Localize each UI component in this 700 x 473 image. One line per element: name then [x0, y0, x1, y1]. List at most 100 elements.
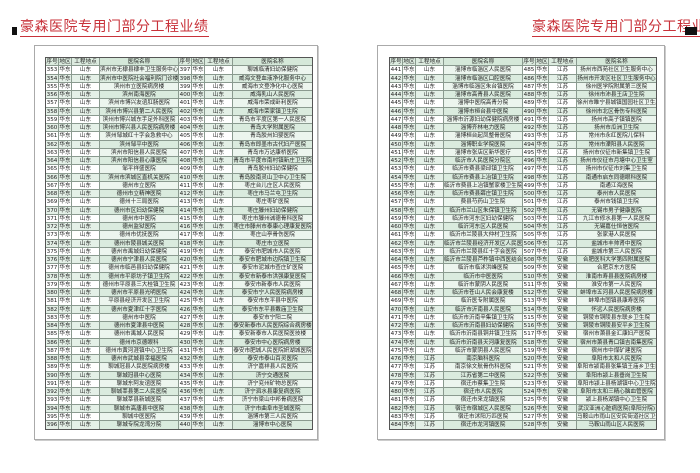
table-row: 366 华东 山东 滨州市滨城区直机关医院 [46, 173, 179, 182]
cell-hospital-name: 淄博市沂源妇幼保健院病房楼 [444, 115, 523, 123]
cell-site: 山东 [416, 297, 444, 305]
cell-seq: 416 [179, 223, 192, 231]
cell-seq: 418 [179, 239, 192, 247]
cell-hospital-name: 青岛大学附属医院 [233, 124, 312, 132]
table-row: 387 华东 山东 德州市黄河涯镇中心卫生院 [46, 346, 179, 355]
cell-hospital-name: 德州市平原县三大桂镇卫生院 [100, 280, 179, 288]
cell-region: 华东 [403, 247, 416, 255]
cell-region: 华东 [192, 91, 205, 99]
cell-site: 山东 [205, 99, 233, 107]
cell-hospital-name: 聊城冠县人民医院病房楼 [100, 363, 179, 371]
cell-site: 山东 [416, 305, 444, 313]
cell-hospital-name: 威海市荣成卧利医院 [233, 99, 312, 107]
cell-site: 山东 [205, 223, 233, 231]
table-row: 462 华东 山东 临沂市兰陵县经济开发区人民医院 [390, 239, 523, 248]
header-site: 工程地点 [549, 58, 577, 66]
cell-hospital-name: 枣庄市滕州诚德骨科医院 [233, 214, 312, 222]
table-row: 420 华东 山东 泰安市肥城市边院镇卫生院 [179, 256, 312, 265]
table-row: 377 华东 山东 德州市临邑县妇幼保健院 [46, 264, 179, 273]
cell-region: 华东 [403, 363, 416, 371]
cell-region: 华东 [59, 165, 72, 173]
cell-site: 山东 [72, 371, 100, 379]
cell-hospital-name: 泰安市肥城市人民医院 [233, 247, 312, 255]
cell-hospital-name: 济宁市曲阜市圣城医院 [233, 404, 312, 412]
cell-hospital-name: 宿迁市龙河镇医院 [444, 421, 523, 430]
cell-region: 华东 [536, 264, 549, 272]
cell-region: 华东 [192, 264, 205, 272]
cell-hospital-name: 武汉亚洲心脏病医院(阜阳分院) [577, 404, 656, 412]
table-row: 380 华东 山东 德州市平原县光明医院 [46, 289, 179, 298]
cell-hospital-name: 聊城中医医院 [100, 412, 179, 420]
cell-seq: 519 [523, 346, 536, 354]
table-row: 429 华东 山东 泰安新泰市人民医院医技楼 [179, 330, 312, 339]
cell-seq: 390 [46, 371, 59, 379]
cell-region: 华东 [59, 91, 72, 99]
cell-hospital-name: 临沂市费县上冶镇卫生院 [444, 173, 523, 181]
cell-region: 华东 [536, 404, 549, 412]
cell-site: 山东 [205, 157, 233, 165]
cell-site: 安徽 [549, 371, 577, 379]
cell-site: 山东 [205, 404, 233, 412]
cell-seq: 399 [179, 82, 192, 90]
cell-site: 山东 [416, 66, 444, 74]
cell-seq: 414 [179, 206, 192, 214]
cell-region: 华东 [192, 82, 205, 90]
cell-hospital-name: 德州市中医院 [100, 313, 179, 321]
table-row: 449 华东 山东 淄博桓台起凤整骨医院 [390, 132, 523, 141]
cell-site: 山东 [72, 355, 100, 363]
cell-hospital-name: 颍上县杨湖镇中心卫生院 [577, 396, 656, 404]
cell-region: 华东 [192, 140, 205, 148]
cell-seq: 431 [179, 346, 192, 354]
table-right: 序号 地区 工程地点 医院名称 441 华东 山东 淄博市临淄区人民医院 442 华东 山东 淄博市临… [389, 57, 657, 431]
header-hospital-name: 医院名称 [444, 58, 523, 66]
cell-seq: 427 [179, 313, 192, 321]
cell-region: 华东 [192, 256, 205, 264]
cell-region: 华东 [536, 190, 549, 198]
cell-site: 山东 [205, 305, 233, 313]
table-row: 526 华东 安徽 武汉亚洲心脏病医院(阜阳分院) [523, 404, 656, 413]
cell-region: 华东 [536, 198, 549, 206]
cell-seq: 359 [46, 115, 59, 123]
cell-site: 江苏 [549, 165, 577, 173]
cell-region: 华东 [403, 190, 416, 198]
cell-hospital-name: 徐州市睢宁县城镇国园社区卫生服务中心 [577, 99, 656, 107]
cell-region: 华东 [403, 107, 416, 115]
cell-region: 华东 [403, 74, 416, 82]
cell-region: 华东 [536, 91, 549, 99]
cell-site: 山东 [72, 165, 100, 173]
cell-region: 华东 [403, 346, 416, 354]
cell-site: 山东 [72, 289, 100, 297]
cell-seq: 403 [179, 115, 192, 123]
table-row: 427 华东 山东 泰安市宁阳二院 [179, 313, 312, 322]
cell-hospital-name: 常州市永红医院儿保科 [577, 132, 656, 140]
cell-site: 江苏 [549, 190, 577, 198]
cell-site: 安徽 [549, 297, 577, 305]
cell-hospital-name: 滨州市立医院病房楼 [100, 82, 179, 90]
cell-hospital-name: 临沂市中医医院 [444, 272, 523, 280]
cell-hospital-name: 淄博市临淄区人民医院 [444, 66, 523, 74]
table-row: 523 华东 安徽 阜阳市颍上县杨湖镇中心卫生院 [523, 379, 656, 388]
table-row: 457 华东 山东 费县芍药山卫生院 [390, 198, 523, 207]
cell-hospital-name: 泰安市新泰市洪强康复医院 [233, 272, 312, 280]
cell-hospital-name: 泰安市泥城市查庄矿医院 [233, 264, 312, 272]
cell-hospital-name: 扬州市仪征市刘集卫生院 [577, 165, 656, 173]
cell-hospital-name: 淄博市第三人民医院 [233, 412, 312, 420]
cell-site: 山东 [72, 363, 100, 371]
cell-seq: 504 [523, 223, 536, 231]
table-row: 375 华东 山东 德州市禹城妇幼保健院 [46, 247, 179, 256]
cell-region: 华东 [536, 99, 549, 107]
table-row: 456 华东 山东 临沂市费县薛庄镇卫生院 [390, 190, 523, 199]
table-row: 369 华东 山东 德州十三局医院 [46, 198, 179, 207]
table-row: 430 华东 山东 泰安市中心医院病房楼 [179, 338, 312, 347]
table-row: 447 华东 山东 淄博市沂源妇幼保健院病房楼 [390, 115, 523, 124]
cell-hospital-name: 阜阳市颍上县杨湖镇中心卫生院 [577, 379, 656, 387]
table-row: 412 华东 山东 枣庄市马兰屯卫生院 [179, 190, 312, 199]
cell-region: 华东 [403, 289, 416, 297]
cell-seq: 372 [46, 223, 59, 231]
table-row: 455 华东 山东 临沂市费县上冶镇蟹家楼卫生院 [390, 181, 523, 190]
cell-seq: 366 [46, 173, 59, 181]
cell-site: 山东 [416, 264, 444, 272]
cell-seq: 400 [179, 91, 192, 99]
cell-seq: 488 [523, 91, 536, 99]
cell-seq: 375 [46, 247, 59, 255]
